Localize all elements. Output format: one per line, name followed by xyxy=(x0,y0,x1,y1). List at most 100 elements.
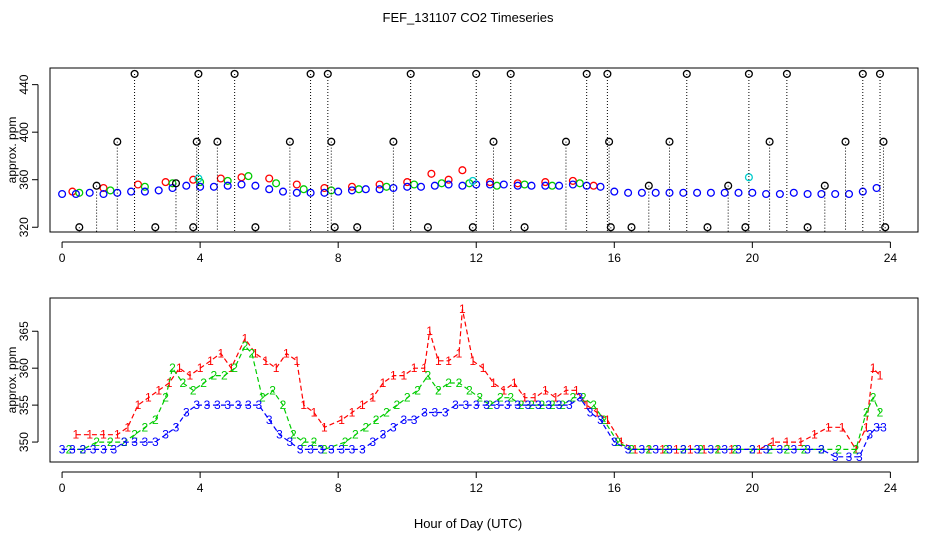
series-1-point: 1 xyxy=(426,324,433,338)
x-tick-label-8: 8 xyxy=(335,251,342,265)
series-1-point: 1 xyxy=(349,406,356,420)
series-2-point: 2 xyxy=(290,428,297,442)
chart-title: FEF_131107 CO2 Timeseries xyxy=(383,10,554,25)
series-1-point: 1 xyxy=(262,354,269,368)
x-axis-label: Hour of Day (UTC) xyxy=(414,516,522,531)
series-1-point: 1 xyxy=(207,354,214,368)
series-5-point xyxy=(703,223,712,232)
series-3-point xyxy=(320,188,329,197)
series-3-point xyxy=(127,187,136,196)
series-3-point xyxy=(58,189,67,199)
series-1-point xyxy=(216,174,225,183)
series-2-point: 2 xyxy=(445,376,452,390)
series-5-point xyxy=(251,223,260,232)
series-3-point xyxy=(292,188,301,197)
series-1-point: 1 xyxy=(863,420,870,434)
series-3-point: 3 xyxy=(245,398,252,412)
series-2-point: 2 xyxy=(200,376,207,390)
series-3-point: 3 xyxy=(463,398,470,412)
series-2-point: 2 xyxy=(863,406,870,420)
series-3-point: 3 xyxy=(694,442,701,456)
series-2-point: 2 xyxy=(152,413,159,427)
series-5-point xyxy=(113,137,122,146)
series-5-point xyxy=(627,223,636,232)
series-2-point: 2 xyxy=(835,442,842,456)
series-5-point xyxy=(353,223,362,232)
series-2-point: 2 xyxy=(383,406,390,420)
series-2-point: 2 xyxy=(414,383,421,397)
series-1-point: 1 xyxy=(300,398,307,412)
y-tick-label-360: 360 xyxy=(17,358,31,378)
series-3-point xyxy=(209,182,218,191)
series-3-point: 3 xyxy=(183,406,190,420)
y-tick-label-350: 350 xyxy=(17,432,31,452)
series-2-point xyxy=(492,181,501,190)
series-1-point xyxy=(347,182,357,191)
series-2-point: 2 xyxy=(169,361,176,375)
series-1-point: 1 xyxy=(135,398,142,412)
x-tick-label-16: 16 xyxy=(608,481,622,495)
series-2-point: 2 xyxy=(404,391,411,405)
series-2-point: 2 xyxy=(107,435,114,449)
series-3-point: 3 xyxy=(846,450,853,464)
series-5-point xyxy=(782,69,791,78)
y-tick-label-440: 440 xyxy=(17,74,31,94)
series-3-point xyxy=(541,181,550,190)
series-2-point: 2 xyxy=(231,361,238,375)
series-1-point: 1 xyxy=(273,361,280,375)
series-3-point xyxy=(568,180,577,189)
series-3-point: 3 xyxy=(214,398,221,412)
series-2-point: 2 xyxy=(221,369,228,383)
series-2-point: 2 xyxy=(590,398,597,412)
series-3-point: 3 xyxy=(193,398,200,412)
series-3-point: 3 xyxy=(721,442,728,456)
series-3-point: 3 xyxy=(804,442,811,456)
series-3-point xyxy=(403,182,412,191)
series-1-point xyxy=(541,178,550,187)
top-panel: 0 4 8 12 16 20 24 320 360 400 440 approx. ppm xyxy=(5,67,919,265)
series-5-point xyxy=(606,223,615,232)
series-3-point: 3 xyxy=(576,391,583,405)
series-1-point: 1 xyxy=(839,420,846,434)
x-tick-label-16: 16 xyxy=(608,251,622,265)
series-3-point: 3 xyxy=(121,435,128,449)
series-3-point xyxy=(817,189,826,199)
series-1-point: 1 xyxy=(532,391,539,405)
series-2-point: 2 xyxy=(300,435,307,449)
series-5-point xyxy=(406,69,415,78)
series-2-point xyxy=(575,179,584,188)
x-tick-label-20: 20 xyxy=(746,251,760,265)
series-1-point: 1 xyxy=(197,361,204,375)
series-3-point: 3 xyxy=(380,428,387,442)
series-5-point xyxy=(603,69,612,78)
series-5-point xyxy=(820,181,829,190)
series-1-point: 1 xyxy=(176,361,183,375)
series-2-point xyxy=(382,182,391,191)
plot-frame xyxy=(49,67,919,233)
y-axis-label: approx. ppm xyxy=(5,347,19,414)
x-tick-label-24: 24 xyxy=(884,251,898,265)
series-3-point: 3 xyxy=(556,398,563,412)
series-3-point: 3 xyxy=(69,442,76,456)
series-3-point xyxy=(361,185,370,194)
series-3-point: 3 xyxy=(652,442,659,456)
series-1-point: 1 xyxy=(480,361,487,375)
series-5-point xyxy=(389,137,398,146)
series-1-point: 1 xyxy=(811,428,818,442)
series-2-point: 2 xyxy=(242,339,249,353)
series-2 xyxy=(75,172,584,197)
series-3-point xyxy=(624,188,633,197)
series-3-point xyxy=(375,185,384,194)
series-5-point xyxy=(605,137,614,146)
series-5-point xyxy=(803,223,812,232)
series-5-point xyxy=(682,69,691,78)
series-3-point xyxy=(651,188,660,197)
series-2-point: 2 xyxy=(870,391,877,405)
series-1-point: 1 xyxy=(186,369,193,383)
series-3-point xyxy=(306,188,315,197)
series-5-point xyxy=(561,137,571,146)
series-3-point xyxy=(237,180,246,189)
series-3-point xyxy=(99,189,108,199)
series-3-point: 3 xyxy=(790,442,797,456)
x-tick-label-4: 4 xyxy=(197,481,204,495)
